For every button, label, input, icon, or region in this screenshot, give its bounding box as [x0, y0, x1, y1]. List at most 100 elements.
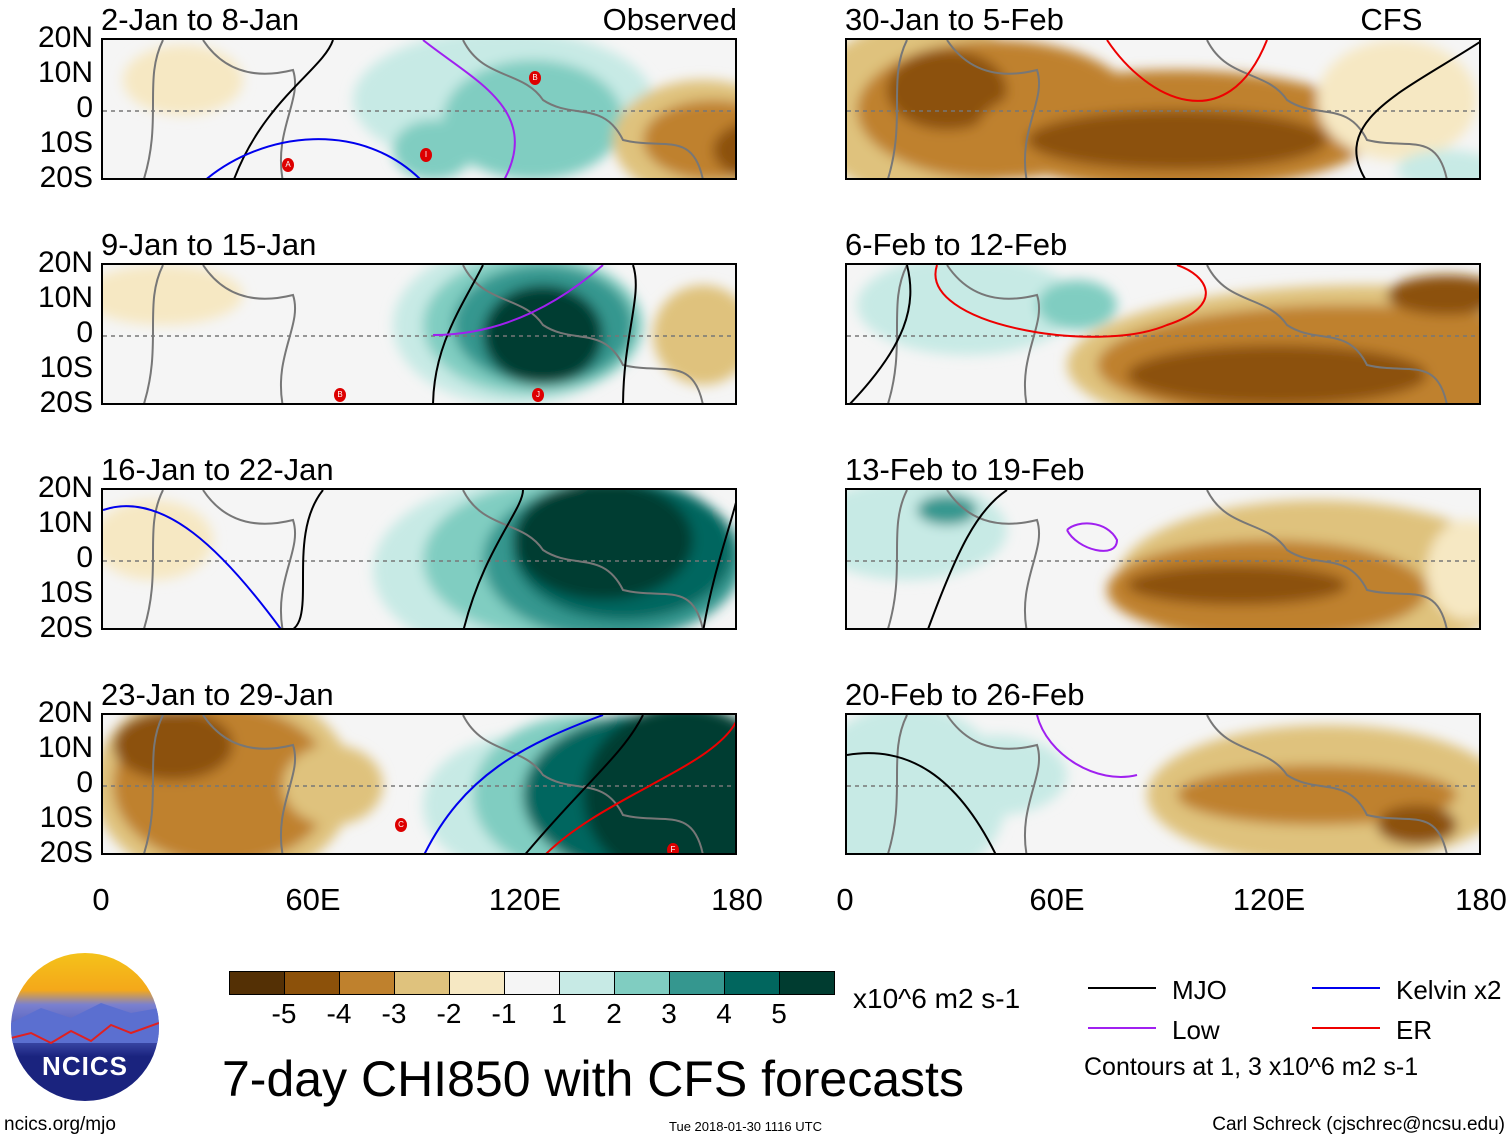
contour-line — [423, 715, 604, 853]
contour-line — [927, 490, 1008, 628]
contour-line — [849, 265, 912, 403]
colorbar-tick: 4 — [716, 998, 732, 1029]
anomaly-region — [887, 50, 1007, 130]
tropical-cyclone-marker: J — [532, 388, 544, 402]
tropical-cyclone-marker: F — [667, 843, 679, 853]
colorbar-tick: -4 — [326, 998, 352, 1029]
contour-line — [847, 752, 997, 853]
lat-label: 20N — [37, 696, 93, 729]
lon-label: 0 — [836, 882, 854, 917]
map-panel — [845, 488, 1481, 630]
panel-title: 30-Jan to 5-Feb — [845, 2, 1064, 37]
lon-label: 120E — [488, 882, 562, 917]
anomaly-region — [1397, 150, 1479, 178]
anomaly-region — [513, 490, 693, 600]
colorbar-swatch — [285, 972, 340, 994]
colorbar-swatch — [670, 972, 725, 994]
coastline — [143, 715, 704, 853]
timestamp: Tue 2018-01-30 1116 UTC — [669, 1119, 822, 1134]
panel-title: 20-Feb to 26-Feb — [845, 677, 1085, 712]
lon-label: 60E — [1029, 882, 1085, 917]
legend-label: ER — [1396, 1015, 1433, 1045]
anomaly-region — [1027, 110, 1327, 170]
contour-line — [432, 265, 484, 403]
contour-line — [103, 505, 282, 628]
coastline — [887, 265, 1448, 403]
anomaly-region — [1427, 520, 1479, 620]
coastline — [887, 40, 1448, 178]
anomaly-region — [113, 715, 233, 780]
coastline — [887, 490, 1448, 628]
anomaly-region — [393, 120, 473, 178]
lat-label: 10S — [39, 801, 93, 834]
contour-line — [292, 490, 324, 628]
lat-label: 10S — [39, 351, 93, 384]
anomaly-region — [1127, 345, 1427, 403]
lat-label: 10S — [39, 126, 93, 159]
map-panel — [845, 38, 1481, 180]
map-panel — [845, 263, 1481, 405]
anomaly-region — [1127, 565, 1347, 605]
anomaly-region — [103, 500, 213, 580]
contour-line — [1106, 40, 1268, 102]
lat-label: 20S — [39, 161, 93, 194]
panel-title: 13-Feb to 19-Feb — [845, 452, 1085, 487]
colorbar-swatch — [615, 972, 670, 994]
coastline — [887, 715, 1448, 853]
lon-label: 180 — [1455, 882, 1507, 917]
lat-label: 10N — [37, 731, 93, 764]
contour-line — [545, 721, 735, 853]
colorbar-swatch — [230, 972, 285, 994]
legend-label: MJO — [1172, 975, 1227, 1005]
contour-line — [1066, 522, 1119, 552]
colorbar-swatch — [340, 972, 395, 994]
contour-note: Contours at 1, 3 x10^6 m2 s-1 — [1084, 1053, 1419, 1081]
tropical-cyclone-marker: I — [420, 148, 432, 162]
lat-label: 20N — [37, 21, 93, 54]
panel-title: 2-Jan to 8-Jan — [101, 2, 300, 37]
lat-label: 20S — [39, 611, 93, 644]
legend-label: Low — [1172, 1015, 1220, 1045]
colorbar-tick: 3 — [661, 998, 677, 1029]
colorbar-tick: -3 — [381, 998, 407, 1029]
colorbar-swatch — [395, 972, 450, 994]
figure-title: 7-day CHI850 with CFS forecasts — [222, 1051, 964, 1107]
anomaly-region — [123, 45, 243, 115]
ncics-logo: NCICS — [11, 953, 159, 1101]
contour-line — [525, 715, 644, 853]
panel-label: Observed — [602, 2, 737, 37]
contour-line — [934, 265, 1207, 338]
map-panel — [845, 713, 1481, 855]
contour-line — [206, 138, 421, 178]
anomaly-region — [1317, 40, 1477, 160]
logo-text: NCICS — [42, 1051, 128, 1081]
author-credit: Carl Schreck (cjschrec@ncsu.edu) — [1212, 1114, 1505, 1135]
legend-line — [1088, 987, 1156, 989]
panel-title: 16-Jan to 22-Jan — [101, 452, 334, 487]
anomaly-region — [857, 265, 1077, 355]
anomaly-region — [1387, 275, 1479, 315]
lon-label: 0 — [92, 882, 110, 917]
website-link[interactable]: ncics.org/mjo — [4, 1114, 116, 1135]
colorbar-tick: 2 — [606, 998, 622, 1029]
colorbar-swatch — [780, 972, 834, 994]
anomaly-region — [283, 745, 383, 825]
coastline — [143, 40, 704, 178]
lat-label: 10N — [37, 281, 93, 314]
legend-label: Kelvin x2 — [1396, 975, 1502, 1005]
colorbar-swatch — [450, 972, 505, 994]
anomaly-region — [1377, 805, 1457, 845]
colorbar-swatch — [505, 972, 560, 994]
contour-line — [1355, 41, 1479, 178]
legend-line — [1088, 1027, 1156, 1029]
map-panel: A I B — [101, 38, 737, 180]
lat-label: 10N — [37, 56, 93, 89]
anomaly-region — [917, 495, 977, 525]
map-panel — [101, 488, 737, 630]
tropical-cyclone-marker: B — [334, 388, 346, 402]
contour-line — [702, 502, 735, 628]
panel-title: 23-Jan to 29-Jan — [101, 677, 334, 712]
lat-label: 0 — [76, 766, 93, 799]
anomaly-region — [1037, 280, 1117, 330]
